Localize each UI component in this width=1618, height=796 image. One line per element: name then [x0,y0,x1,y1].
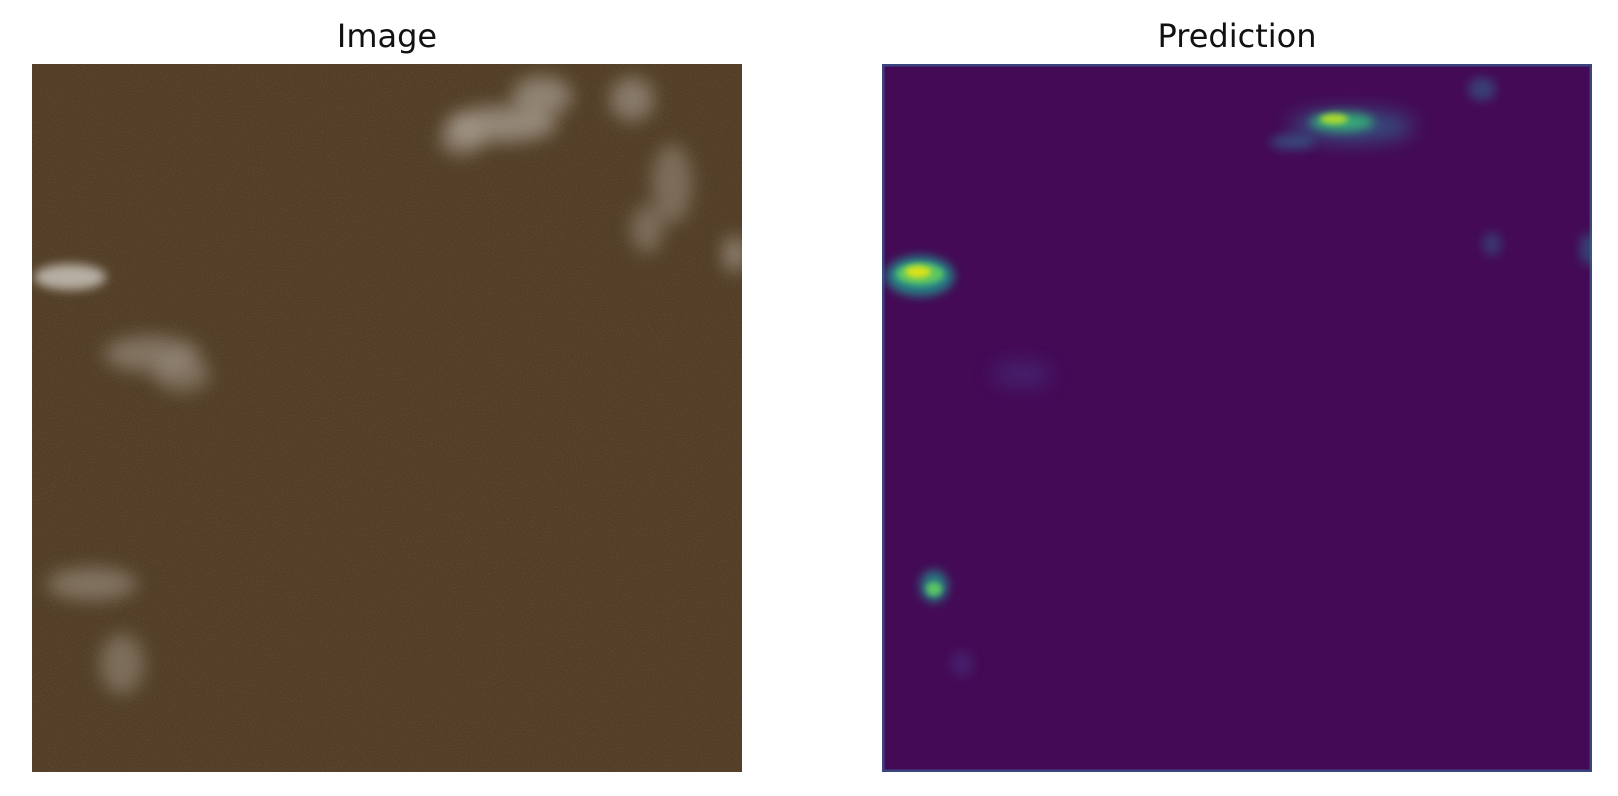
heatmap-hotspots [886,77,1592,678]
heatmap-background [882,64,1592,772]
input-image [32,64,742,772]
image-panel [32,64,742,772]
image-panel-title: Image [336,17,438,55]
heatmap-edge [882,64,1592,772]
cloud-features [34,76,742,694]
prediction-panel-title: Prediction [1157,17,1317,55]
prediction-panel [882,64,1592,772]
prediction-heatmap [882,64,1592,772]
